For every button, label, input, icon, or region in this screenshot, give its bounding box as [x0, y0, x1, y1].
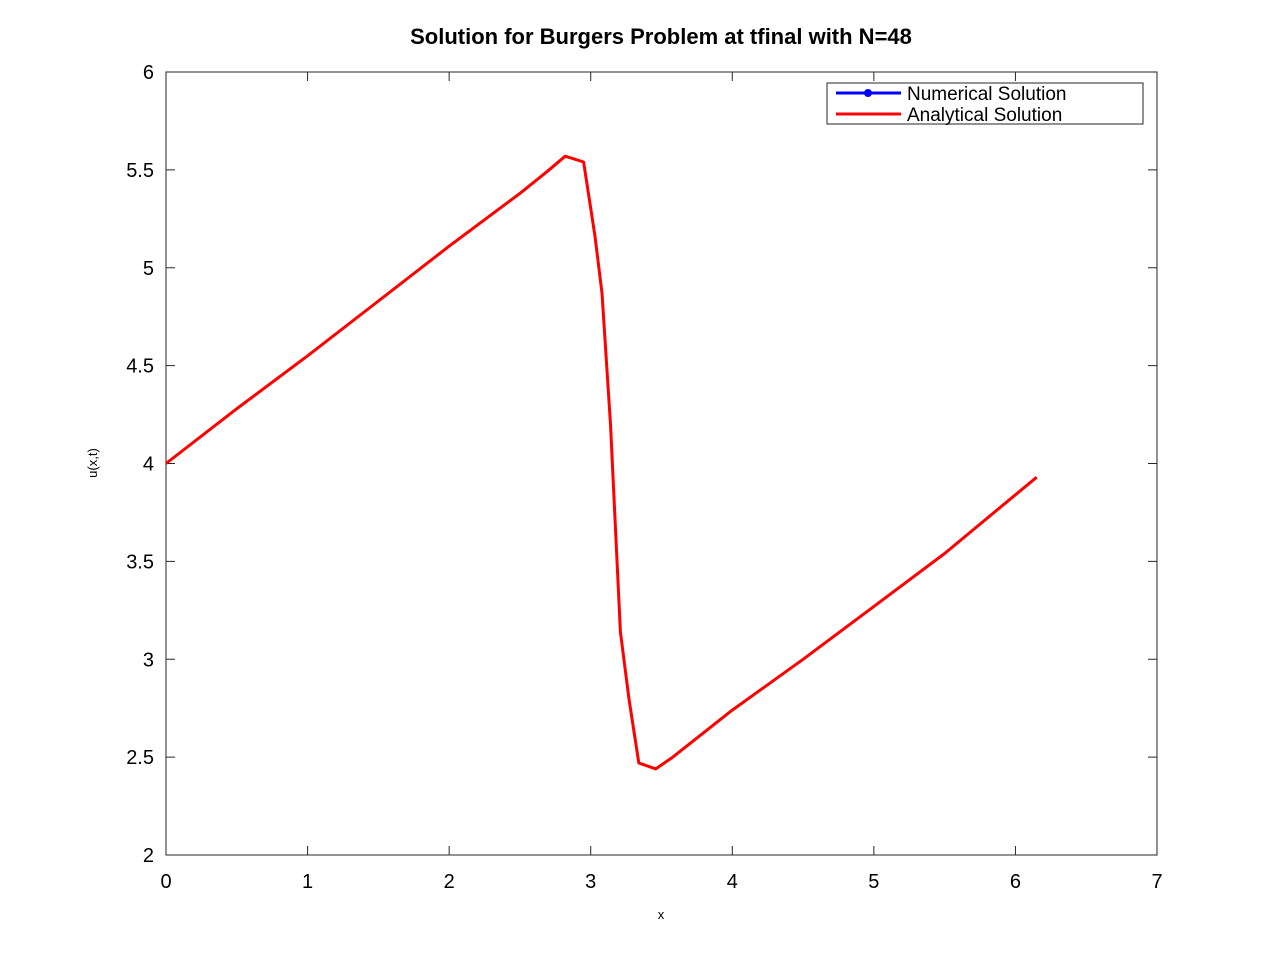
legend: Numerical Solution Analytical Solution — [826, 82, 1144, 126]
y-axis-label: u(x,t) — [85, 448, 100, 478]
y-tick-label: 5.5 — [126, 160, 154, 182]
x-tick-label: 3 — [585, 871, 596, 893]
y-tick-label: 2.5 — [126, 747, 154, 769]
x-tick-label: 0 — [160, 871, 171, 893]
series-line-analytical-solution — [165, 154, 1038, 771]
x-tick-label: 7 — [1151, 871, 1162, 893]
y-tick-label: 2 — [143, 845, 154, 867]
x-tick-label: 2 — [444, 871, 455, 893]
y-tick-label: 6 — [143, 62, 154, 84]
y-tick-label: 4.5 — [126, 356, 154, 378]
y-axis-ticks: 2 2.5 3 3.5 4 4.5 5 5.5 6 — [126, 62, 1157, 867]
legend-box — [826, 82, 1144, 125]
y-tick-label: 4 — [143, 454, 154, 476]
y-tick-label: 3.5 — [126, 551, 154, 573]
series-layer — [165, 154, 1038, 771]
x-tick-label: 4 — [727, 871, 738, 893]
x-tick-label: 6 — [1010, 871, 1021, 893]
y-tick-label: 3 — [143, 649, 154, 671]
legend-marker-numerical — [864, 89, 872, 97]
plot-area — [165, 71, 1158, 856]
y-tick-label: 5 — [143, 258, 154, 280]
legend-label-numerical: Numerical Solution — [907, 84, 1066, 105]
legend-label-analytical: Analytical Solution — [907, 105, 1062, 126]
x-axis-ticks: 0 1 2 3 4 5 6 7 — [160, 72, 1163, 893]
x-axis-label: x — [658, 907, 665, 922]
x-tick-label: 1 — [302, 871, 313, 893]
chart-title: Solution for Burgers Problem at tfinal w… — [410, 24, 912, 49]
x-tick-label: 5 — [868, 871, 879, 893]
